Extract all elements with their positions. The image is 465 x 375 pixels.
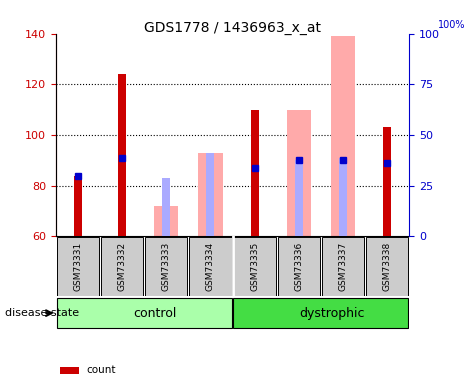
Bar	[162, 178, 170, 236]
Bar	[233, 237, 276, 296]
Text: control: control	[133, 307, 177, 320]
Bar	[383, 128, 391, 236]
Bar	[339, 158, 347, 236]
Text: GSM73335: GSM73335	[250, 242, 259, 291]
Text: GSM73337: GSM73337	[339, 242, 347, 291]
Text: 100%: 100%	[438, 20, 465, 30]
Bar	[57, 298, 232, 328]
Text: GSM73331: GSM73331	[73, 242, 82, 291]
Bar	[154, 206, 179, 236]
Bar	[278, 237, 320, 296]
Bar	[322, 237, 364, 296]
Bar	[331, 36, 355, 236]
Bar	[251, 110, 259, 236]
Text: count: count	[86, 365, 115, 375]
Text: GSM73333: GSM73333	[162, 242, 171, 291]
Bar	[233, 298, 408, 328]
Text: GSM73334: GSM73334	[206, 242, 215, 291]
Text: GSM73336: GSM73336	[294, 242, 303, 291]
Bar	[101, 237, 143, 296]
Bar	[286, 110, 311, 236]
Bar	[189, 237, 232, 296]
Text: disease state: disease state	[5, 308, 79, 318]
Text: dystrophic: dystrophic	[299, 307, 365, 320]
Bar	[60, 366, 79, 374]
Text: GDS1778 / 1436963_x_at: GDS1778 / 1436963_x_at	[144, 21, 321, 34]
Bar	[366, 237, 408, 296]
Bar	[145, 237, 187, 296]
Text: GSM73338: GSM73338	[383, 242, 392, 291]
Bar	[118, 74, 126, 236]
Text: GSM73332: GSM73332	[118, 242, 126, 291]
Bar	[206, 153, 214, 236]
Bar	[198, 153, 223, 236]
Bar	[74, 176, 82, 236]
Bar	[57, 237, 99, 296]
Bar	[295, 160, 303, 236]
